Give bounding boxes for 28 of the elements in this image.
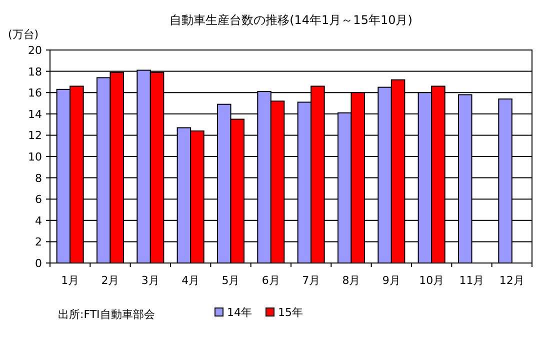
y-axis-title: (万台) [8,28,39,41]
x-tick-label: 2月 [101,274,120,287]
x-tick-label: 5月 [222,274,240,287]
legend-label: 15年 [278,306,303,319]
legend-label: 14年 [227,306,252,319]
y-tick-label: 4 [35,214,42,228]
x-tick-label: 6月 [262,274,280,287]
y-tick-label: 16 [28,86,42,100]
y-tick-label: 2 [35,236,42,249]
x-tick-label: 10月 [419,274,444,287]
x-tick-label: 12月 [499,274,524,287]
y-tick-label: 18 [28,65,42,78]
y-tick-label: 0 [35,257,42,270]
y-tick-label: 6 [35,193,42,206]
chart-title: 自動車生産台数の推移(14年1月～15年10月) [170,13,412,27]
x-tick-label: 1月 [61,274,80,287]
x-tick-label: 7月 [302,274,320,287]
x-tick-label: 3月 [141,274,160,287]
x-tick-label: 11月 [459,274,484,287]
y-tick-label: 10 [28,150,42,164]
y-tick-label: 20 [28,44,42,57]
text: 出所:FTI自動車部会 [58,308,155,321]
y-tick-label: 14 [28,108,42,121]
x-tick-label: 4月 [182,274,200,287]
x-tick-label: 9月 [382,274,400,287]
x-tick-label: 8月 [342,274,360,287]
y-tick-label: 8 [35,172,42,185]
y-tick-label: 12 [28,129,42,142]
